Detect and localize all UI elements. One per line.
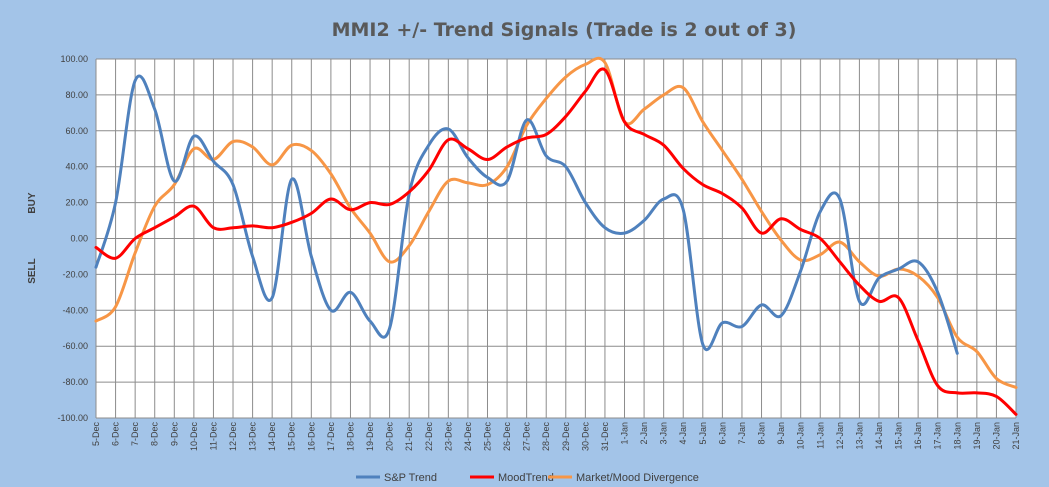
- x-tick-label: 11-Jan: [815, 422, 825, 449]
- x-tick-label: 19-Jan: [972, 422, 982, 450]
- x-tick-label: 24-Dec: [463, 422, 473, 452]
- legend: S&P Trend MoodTrend Market/Mood Divergence: [356, 472, 699, 484]
- x-tick-label: 10-Jan: [796, 422, 806, 450]
- y-axis-label-buy: BUY: [27, 192, 38, 213]
- y-tick-label: -60.00: [62, 341, 88, 351]
- x-tick-label: 21-Dec: [404, 422, 414, 452]
- x-tick-label: 13-Dec: [248, 422, 258, 452]
- x-tick-label: 5-Jan: [698, 422, 708, 445]
- x-tick-label: 20-Jan: [991, 422, 1001, 450]
- x-tick-label: 8-Dec: [150, 422, 160, 447]
- legend-label-s-p-trend: S&P Trend: [384, 472, 437, 484]
- x-tick-label: 6-Jan: [717, 422, 727, 445]
- x-tick-label: 18-Dec: [345, 422, 355, 452]
- x-tick-label: 25-Dec: [482, 422, 492, 452]
- y-tick-label: 20.00: [65, 198, 88, 208]
- y-tick-label: 100.00: [60, 54, 88, 64]
- x-tick-label: 7-Dec: [130, 422, 140, 447]
- y-tick-label: -20.00: [62, 269, 88, 279]
- y-tick-label: -80.00: [62, 377, 88, 387]
- horizontal-gridlines: [96, 58, 1016, 419]
- legend-label-market-mood-divergence: Market/Mood Divergence: [576, 472, 699, 484]
- x-tick-label: 31-Dec: [600, 422, 610, 452]
- x-tick-label: 12-Dec: [228, 422, 238, 452]
- x-tick-label: 23-Dec: [443, 422, 453, 452]
- x-tick-label: 15-Jan: [894, 422, 904, 450]
- chart-title: MMI2 +/- Trend Signals (Trade is 2 out o…: [332, 19, 797, 41]
- x-tick-label: 30-Dec: [580, 422, 590, 452]
- x-tick-label: 16-Jan: [913, 422, 923, 450]
- x-tick-label: 7-Jan: [737, 422, 747, 445]
- x-tick-label: 3-Jan: [659, 422, 669, 445]
- x-tick-label: 9-Dec: [169, 422, 179, 447]
- series-line-market-mood-divergence: [94, 56, 1018, 389]
- x-tick-label: 21-Jan: [1011, 422, 1021, 450]
- x-tick-label: 26-Dec: [502, 422, 512, 452]
- y-tick-label: 60.00: [65, 126, 88, 136]
- y-tick-label: 0.00: [70, 234, 88, 244]
- x-tick-label: 9-Jan: [776, 422, 786, 445]
- x-tick-label: 10-Dec: [189, 422, 199, 452]
- x-tick-label: 2-Jan: [639, 422, 649, 445]
- series-line-s-p-trend: [94, 74, 959, 355]
- x-tick-label: 27-Dec: [522, 422, 532, 452]
- x-tick-label: 17-Dec: [326, 422, 336, 452]
- series-line-moodtrend: [94, 67, 1018, 416]
- x-tick-label: 4-Jan: [678, 422, 688, 445]
- y-axis-label-sell: SELL: [27, 258, 38, 284]
- x-tick-label: 5-Dec: [91, 422, 101, 447]
- y-tick-label: -40.00: [62, 305, 88, 315]
- x-tick-label: 17-Jan: [933, 422, 943, 450]
- x-tick-label: 14-Jan: [874, 422, 884, 450]
- x-tick-label: 18-Jan: [952, 422, 962, 450]
- y-axis-ticks: -100.00 -80.00 -60.00 -40.00 -20.00 0.00 20.00…: [57, 54, 88, 423]
- series-lines: [94, 56, 1018, 416]
- x-tick-label: 6-Dec: [111, 422, 121, 447]
- y-tick-label: 80.00: [65, 90, 88, 100]
- x-tick-label: 20-Dec: [385, 422, 395, 452]
- x-axis-ticks: 5-Dec 6-Dec 7-Dec 8-Dec 9-Dec 10-Dec 11-Dec 12-…: [91, 422, 1021, 452]
- x-tick-label: 8-Jan: [757, 422, 767, 445]
- legend-label-moodtrend: MoodTrend: [498, 472, 554, 484]
- x-tick-label: 11-Dec: [208, 422, 218, 451]
- x-tick-label: 14-Dec: [267, 422, 277, 452]
- x-tick-label: 16-Dec: [306, 422, 316, 452]
- x-tick-label: 22-Dec: [424, 422, 434, 452]
- x-tick-label: 28-Dec: [541, 422, 551, 452]
- x-tick-label: 29-Dec: [561, 422, 571, 452]
- x-tick-label: 12-Jan: [835, 422, 845, 450]
- x-tick-label: 1-Jan: [620, 422, 630, 445]
- x-tick-label: 13-Jan: [854, 422, 864, 450]
- x-tick-label: 15-Dec: [287, 422, 297, 452]
- y-tick-label: 40.00: [65, 162, 88, 172]
- x-tick-label: 19-Dec: [365, 422, 375, 452]
- y-tick-label: -100.00: [57, 413, 88, 423]
